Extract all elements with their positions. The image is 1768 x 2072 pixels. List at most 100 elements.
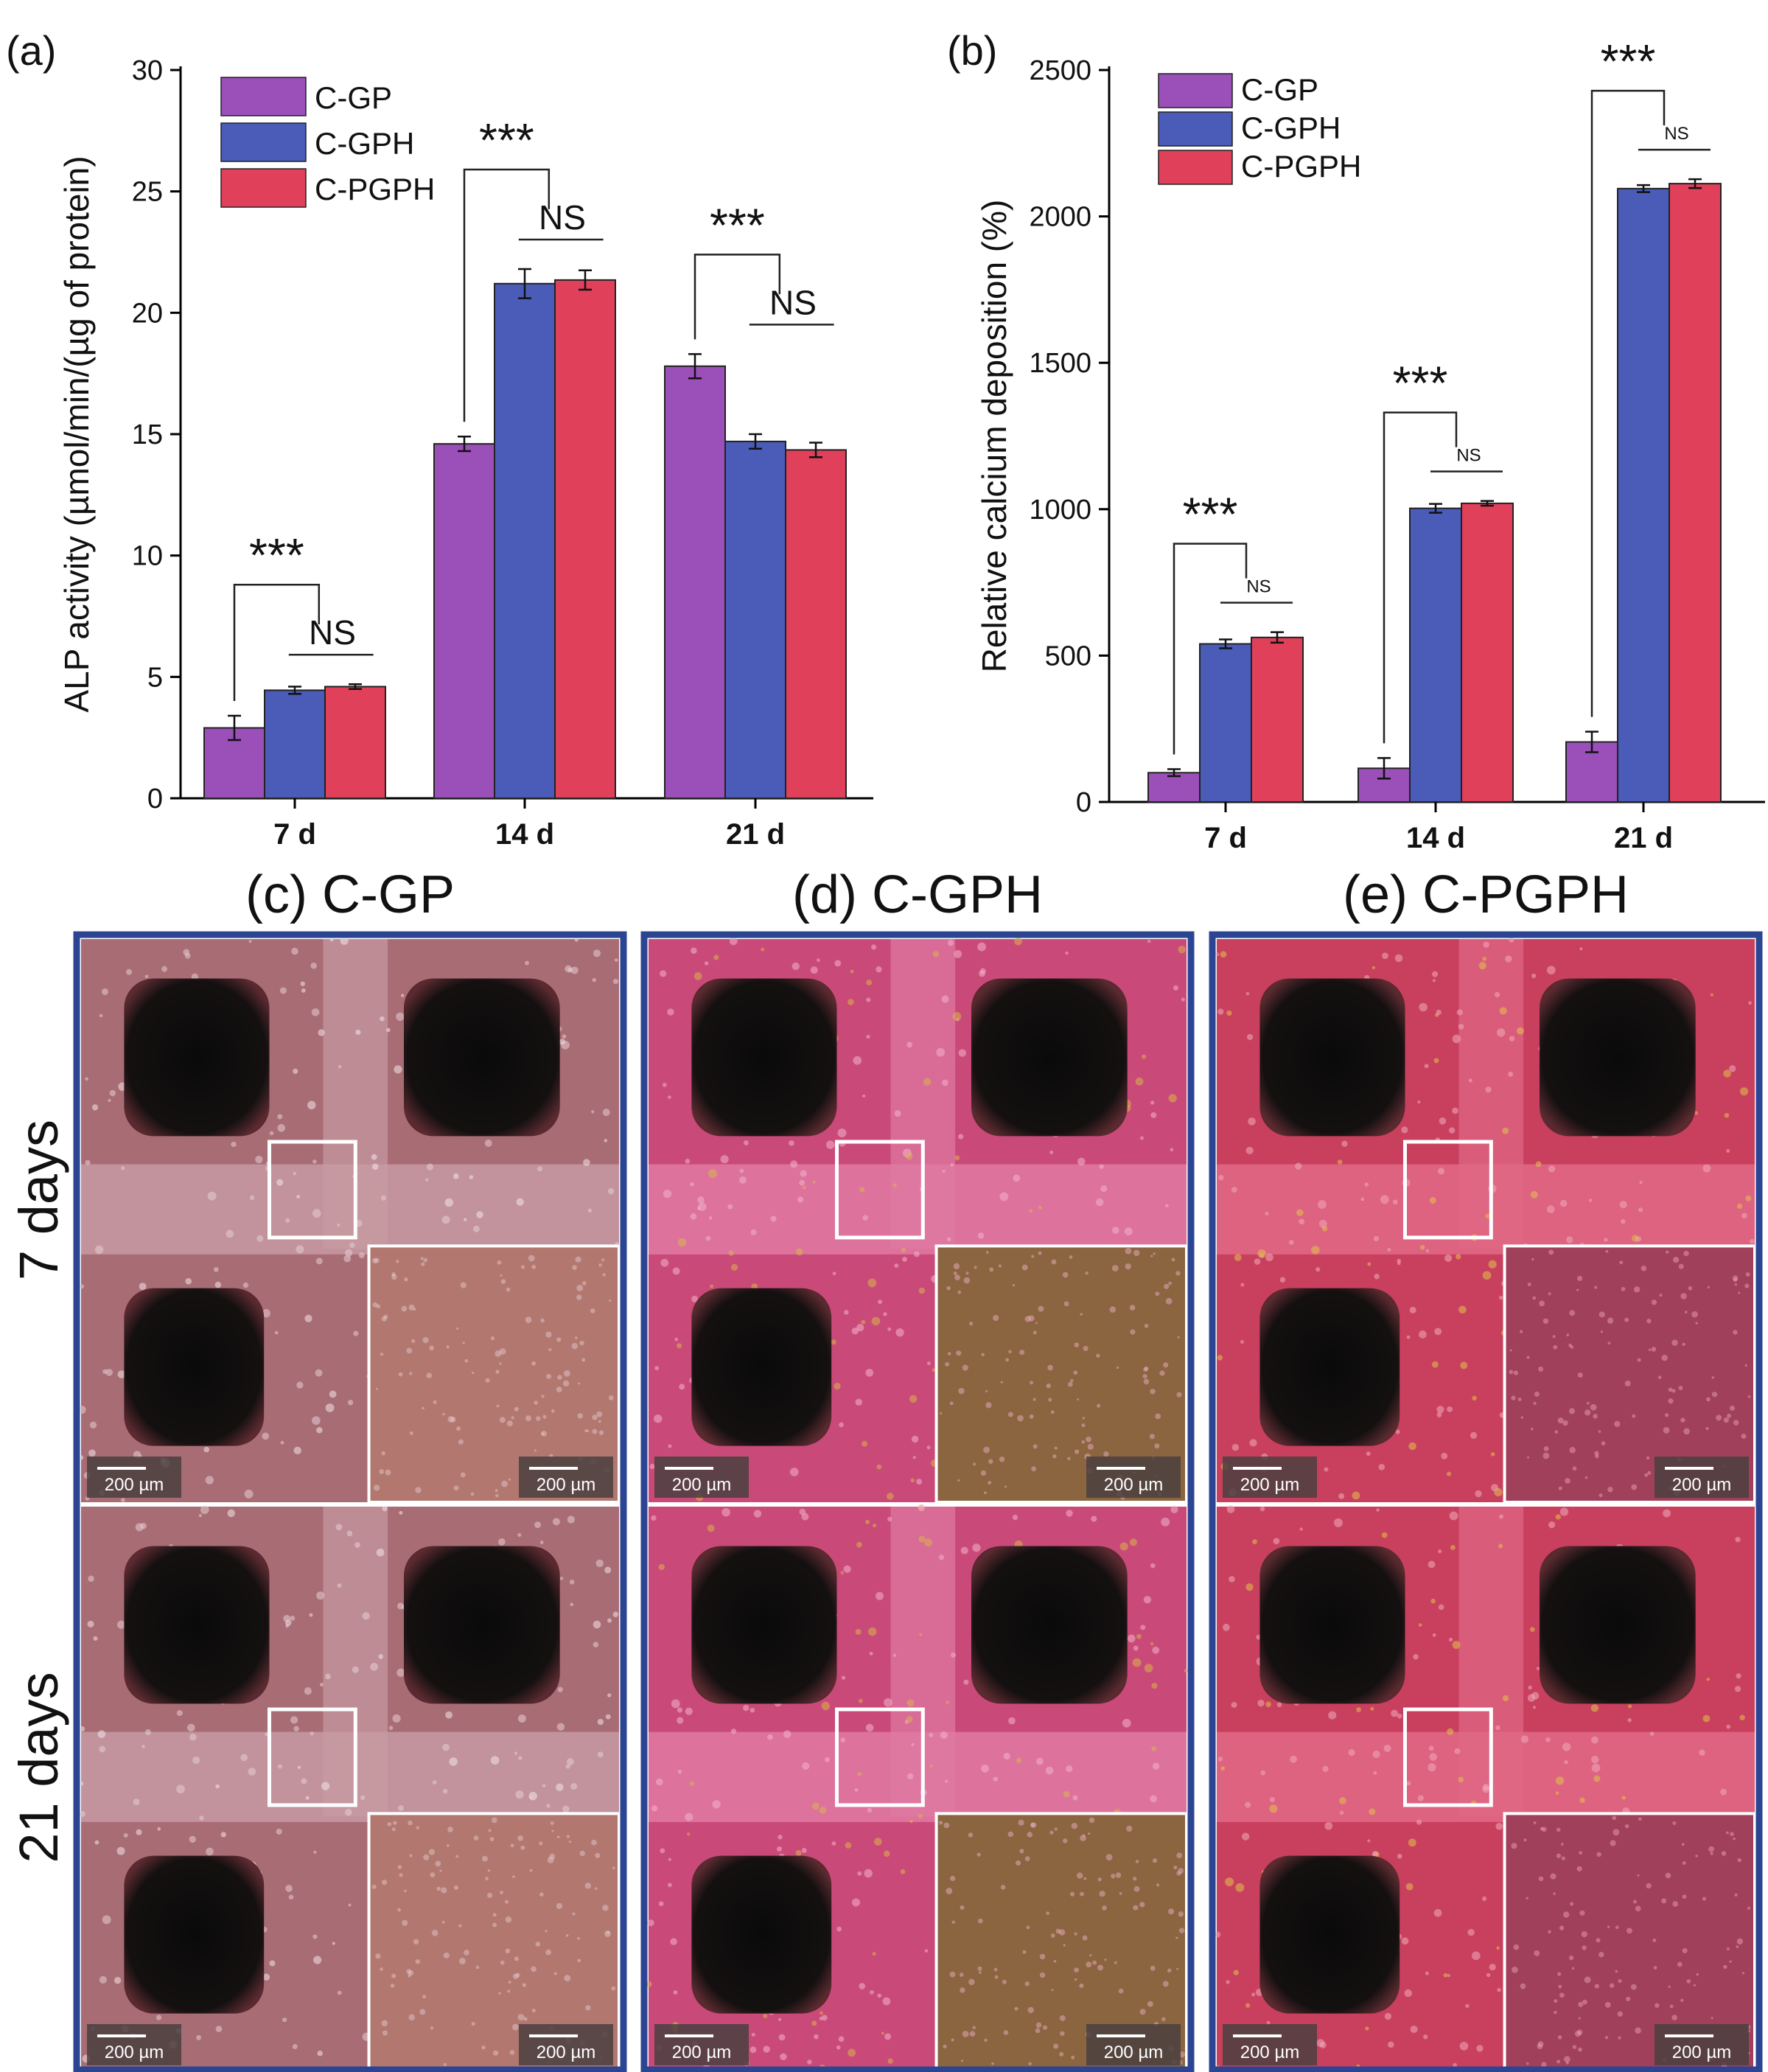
inset-speck (1607, 1925, 1610, 1928)
x-tick-label: 7 d (1204, 822, 1247, 854)
texture-speck (999, 1192, 1009, 1201)
inset-speck (504, 1900, 509, 1904)
inset-speck (514, 1956, 519, 1961)
texture-speck (685, 1813, 693, 1821)
texture-speck (886, 1493, 894, 1500)
inset-speck (1086, 1961, 1092, 1968)
texture-speck (614, 958, 618, 963)
inset-speck (556, 1902, 563, 1910)
texture-speck (358, 1252, 365, 1259)
texture-speck (753, 1510, 762, 1518)
texture-speck (894, 1263, 899, 1268)
inset-speck (983, 1446, 990, 1454)
texture-speck (1381, 952, 1388, 960)
texture-speck (262, 1973, 270, 1981)
texture-speck (525, 960, 529, 966)
texture-speck (1397, 1261, 1401, 1266)
texture-speck (244, 1489, 254, 1499)
inset-speck (1590, 1403, 1597, 1411)
texture-speck (801, 1513, 809, 1521)
inset-speck (453, 1885, 458, 1890)
texture-speck (877, 1993, 882, 1998)
texture-speck (123, 1833, 128, 1838)
inset-speck (985, 1251, 989, 1254)
inset-speck (550, 1821, 554, 1825)
inset-speck (1103, 1451, 1109, 1457)
texture-speck (1226, 1980, 1230, 1984)
inset-speck (1038, 1305, 1044, 1312)
texture-speck (189, 1835, 196, 1843)
bar (1251, 636, 1304, 803)
significance-star: *** (710, 198, 765, 251)
inset-speck (391, 1272, 396, 1277)
texture-speck (654, 1414, 663, 1423)
texture-speck (1063, 1790, 1070, 1798)
texture-speck (1380, 1195, 1389, 1204)
texture-speck (1527, 1694, 1536, 1702)
texture-speck (789, 1468, 799, 1476)
texture-speck (1419, 1002, 1428, 1012)
inset-speck (1710, 1852, 1713, 1855)
texture-speck (690, 1213, 697, 1220)
texture-speck (981, 1764, 989, 1773)
inset-speck (528, 1255, 535, 1262)
inset-speck (531, 2009, 536, 2013)
texture-speck (1321, 1226, 1328, 1232)
inset-speck (408, 1820, 413, 1826)
inset-speck (1156, 1883, 1160, 1887)
inset-speck (1556, 1827, 1561, 1832)
inset-speck (1556, 2059, 1561, 2064)
texture-speck (1423, 2034, 1428, 2040)
texture-speck (799, 1179, 806, 1186)
texture-speck (1579, 947, 1583, 951)
inset-speck (495, 1350, 502, 1357)
texture-speck (612, 978, 619, 985)
texture-speck (94, 1840, 99, 1845)
inset-speck (408, 2014, 415, 2021)
inset-speck (1661, 1354, 1668, 1361)
texture-speck (559, 1577, 564, 1580)
inset-speck (1002, 1979, 1007, 1984)
texture-speck (315, 1369, 323, 1377)
inset-speck (963, 1277, 971, 1284)
texture-speck (1509, 1036, 1515, 1042)
texture-speck (677, 1343, 682, 1349)
texture-speck (1369, 1808, 1376, 1815)
inset-speck (415, 1958, 420, 1964)
texture-speck (668, 1883, 672, 1888)
texture-speck (353, 1330, 359, 1336)
inset-speck (1027, 1832, 1033, 1838)
texture-speck (249, 1195, 255, 1201)
texture-speck (946, 1237, 951, 1242)
texture-speck (315, 1257, 323, 1265)
inset-speck (953, 1263, 960, 1270)
inset-speck (1615, 1970, 1618, 1973)
texture-speck (604, 1566, 612, 1574)
inset-speck (1576, 1288, 1579, 1291)
texture-speck (1699, 1749, 1705, 1756)
texture-speck (516, 1198, 524, 1206)
texture-speck (730, 1263, 738, 1271)
texture-speck (593, 1620, 601, 1629)
texture-speck (867, 1807, 873, 1813)
texture-speck (604, 1139, 608, 1143)
inset-speck (497, 1260, 502, 1265)
texture-speck (1458, 1023, 1464, 1030)
texture-speck (312, 1159, 317, 1164)
texture-speck (490, 1756, 500, 1765)
inset-speck (1745, 1272, 1750, 1277)
texture-speck (1337, 1159, 1343, 1165)
inset-speck (1572, 1466, 1577, 1471)
texture-speck (139, 1283, 147, 1291)
texture-speck (1311, 1246, 1320, 1255)
texture-speck (942, 1169, 946, 1173)
inset-speck (993, 1967, 998, 1972)
inset-speck (1672, 1821, 1677, 1825)
inset-speck (940, 1412, 943, 1415)
inset-speck (1118, 1988, 1124, 1994)
panel-label: (b) (947, 27, 997, 74)
texture-speck (1008, 1717, 1016, 1725)
texture-speck (1436, 1406, 1444, 1414)
texture-speck (116, 1620, 126, 1629)
inset-speck (492, 1913, 497, 1917)
